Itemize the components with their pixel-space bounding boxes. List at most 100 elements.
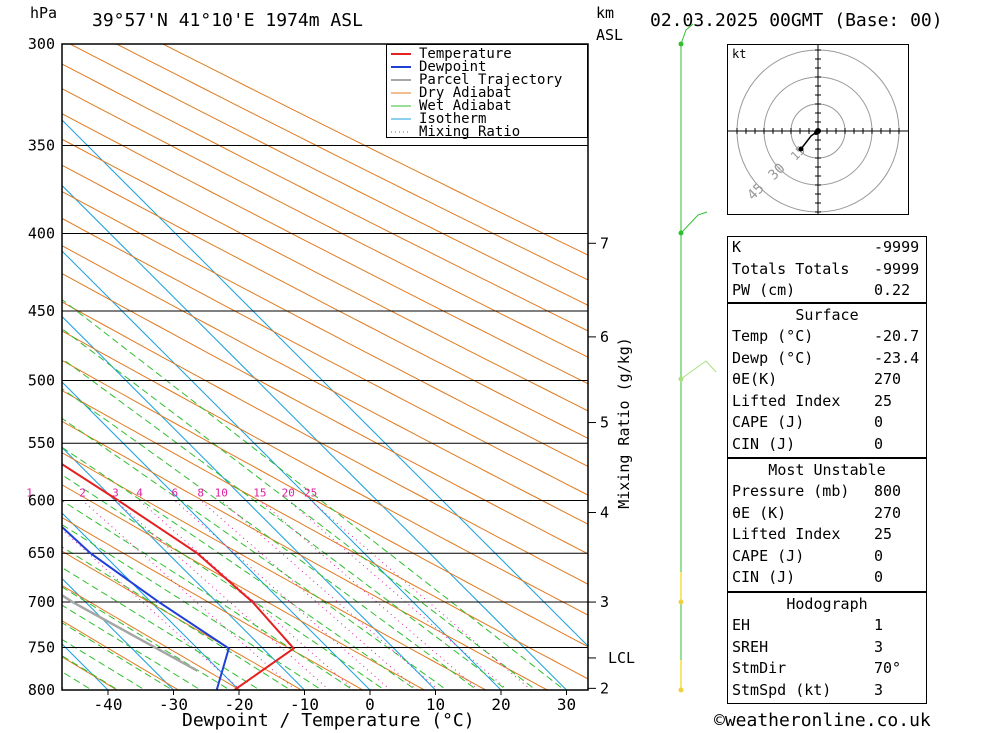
mu-value: 800 [874, 482, 902, 500]
surface-label: Temp (°C) [732, 327, 814, 345]
most-unstable-table: Most Unstable Pressure (mb) 800 θE (K) 270… [727, 458, 927, 592]
wind-barb-500 [680, 360, 717, 380]
wet-adiabat-line [62, 446, 417, 690]
dry-adiabat-line [62, 620, 179, 690]
isotherm-line [62, 381, 371, 690]
dry-adiabat-line [116, 44, 588, 281]
hodograph-ring-label-45: 45 [744, 180, 767, 203]
dewpoint-profile [62, 525, 230, 690]
surface-value: 270 [874, 370, 902, 388]
dry-adiabat-line [62, 359, 588, 648]
wind-barb-400 [680, 211, 708, 234]
chart-legend: Temperature Dewpoint Parcel Trajectory D… [386, 44, 588, 140]
pressure-tick-label: 650 [28, 544, 55, 562]
mixing-ratio-label: 15 [253, 487, 266, 500]
wind-point-700 [678, 599, 684, 605]
index-row-totals: Totals Totals -9999 [728, 259, 926, 281]
surface-row: Temp (°C) -20.7 [728, 326, 926, 348]
hodo-row: EH 1 [728, 615, 926, 637]
legend-dewpoint: Dewpoint [419, 59, 487, 75]
surface-row: Dewp (°C) -23.4 [728, 348, 926, 370]
surface-value: 0 [874, 434, 884, 453]
wet-adiabat-line [62, 388, 478, 690]
dry-adiabat-line [62, 63, 588, 332]
hodograph-end-point [798, 146, 804, 152]
wet-adiabat-line [62, 358, 508, 690]
wet-adiabat-line [62, 524, 323, 690]
surface-row: Lifted Index 25 [728, 391, 926, 413]
copyright-link[interactable]: ©weatheronline.co.uk [714, 710, 931, 731]
index-row-pw: PW (cm) 0.22 [728, 280, 926, 302]
hodo-value: 70° [874, 659, 902, 677]
wet-adiabat-line [62, 638, 146, 690]
hodo-value: 3 [874, 637, 884, 656]
mu-label: θE (K) [732, 503, 787, 522]
surface-row: CIN (J) 0 [728, 434, 926, 456]
mixing-ratio-label: 3 [112, 487, 119, 500]
dry-adiabat-line [62, 656, 118, 690]
mixing-ratio-label: 10 [215, 487, 228, 500]
mu-row: Lifted Index 25 [728, 524, 926, 546]
surface-label: CIN (J) [732, 434, 796, 453]
pressure-tick-label: 800 [28, 681, 55, 699]
km-tick-label: 2 [600, 679, 609, 697]
mu-row: CIN (J) 0 [728, 567, 926, 589]
pressure-unit-label: hPa [30, 4, 58, 22]
wind-point-800 [678, 687, 684, 693]
wind-barb-300 [680, 23, 694, 45]
mixing-ratio-line [259, 500, 479, 690]
pressure-tick-label: 600 [28, 492, 55, 510]
hodograph-table: Hodograph EH 1 SREH 3 StmDir 70° StmSpd (kt… [727, 592, 927, 704]
wet-adiabat-line [62, 586, 231, 690]
index-value: -9999 [874, 259, 920, 278]
index-label: Totals Totals [732, 259, 850, 278]
plot-frame [61, 43, 589, 691]
pressure-tick-label: 350 [28, 137, 55, 155]
legend-wet-adiabat: Wet Adiabat [419, 98, 512, 114]
hodo-row: StmDir 70° [728, 658, 926, 680]
index-label: PW (cm) [732, 281, 796, 299]
wet-adiabat-line [62, 546, 292, 690]
x-tick-label: -10 [290, 695, 319, 714]
mixing-ratio-label: 6 [171, 487, 178, 500]
isotherm-line [62, 250, 502, 690]
mu-label: Pressure (mb) [732, 482, 850, 500]
index-value: 0.22 [874, 281, 911, 299]
surface-value: 25 [874, 391, 893, 410]
mixing-ratio-label: 4 [136, 487, 143, 500]
hodo-label: StmSpd (kt) [732, 680, 832, 699]
legend-swatches [391, 53, 411, 133]
parcel-trajectory [62, 593, 199, 672]
dry-adiabat-line [62, 517, 364, 690]
mu-value: 270 [874, 503, 902, 522]
hodo-value: 1 [874, 616, 884, 634]
legend-dry-adiabat: Dry Adiabat [419, 85, 512, 101]
mu-value: 0 [874, 568, 884, 586]
x-tick-label: -30 [159, 695, 188, 714]
dry-adiabat-line [69, 44, 588, 306]
index-label: K [732, 238, 742, 256]
pressure-tick-label: 750 [28, 638, 55, 656]
mixing-ratio-line [287, 500, 509, 690]
mixing-ratio-label: 1 [26, 487, 33, 500]
x-tick-label: 20 [491, 695, 510, 714]
dry-adiabat-line [62, 584, 241, 690]
surface-label: Lifted Index [732, 391, 841, 410]
mixing-ratio-line [115, 500, 330, 690]
datetime-title: 02.03.2025 00GMT (Base: 00) [650, 10, 943, 31]
hodograph-ring-label-30: 30 [765, 160, 788, 183]
x-tick-label: 10 [426, 695, 445, 714]
legend-mixing-ratio: Mixing Ratio [419, 124, 521, 140]
hodo-label: EH [732, 616, 751, 634]
isotherm-line [62, 446, 305, 690]
mu-row: θE (K) 270 [728, 503, 926, 525]
asl-unit-label: ASL [596, 26, 624, 44]
mu-label: Lifted Index [732, 525, 841, 543]
surface-label: θE(K) [732, 370, 778, 388]
isotherm-line [62, 184, 567, 690]
legend-parcel: Parcel Trajectory [419, 72, 563, 88]
pressure-tick-label: 550 [28, 434, 55, 452]
hodo-row: SREH 3 [728, 637, 926, 659]
surface-table: Surface Temp (°C) -20.7 Dewp (°C) -23.4 θE… [727, 303, 927, 458]
wet-adiabat-line [62, 298, 566, 690]
